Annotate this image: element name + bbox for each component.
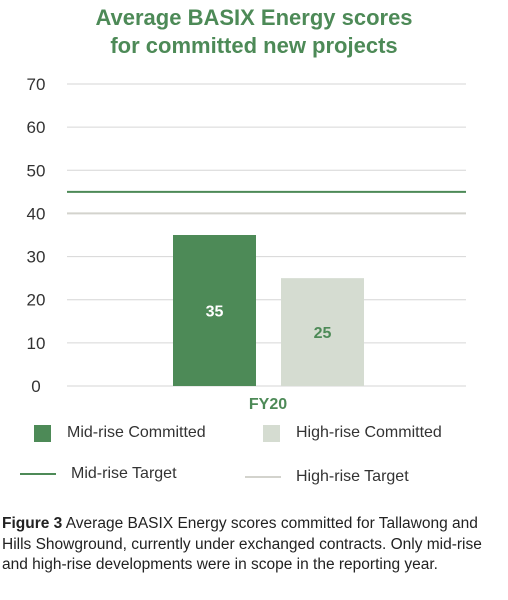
y-tick-label-30: 30 (27, 248, 46, 267)
y-tick-label-10: 10 (27, 334, 46, 353)
legend-item-mid-target: Mid-rise Target (20, 465, 177, 483)
bar-0 (173, 235, 256, 386)
legend-label-high-committed: High-rise Committed (296, 424, 442, 441)
legend-swatch-mid-committed (34, 424, 51, 442)
legend-line-mid-target (20, 473, 56, 475)
y-tick-label-40: 40 (27, 204, 46, 223)
y-tick-label-20: 20 (27, 291, 46, 310)
chart-title: Average BASIX Energy scores for committe… (0, 4, 508, 60)
legend-item-high-target: High-rise Target (245, 468, 409, 486)
legend-swatch-high-committed (263, 424, 280, 442)
x-category-label-0: FY20 (249, 396, 287, 413)
legend-label-mid-target: Mid-rise Target (71, 465, 177, 482)
y-tick-label-60: 60 (27, 118, 46, 137)
chart-title-line2: for committed new projects (110, 33, 398, 58)
caption-text: Average BASIX Energy scores committed fo… (2, 515, 482, 573)
y-tick-label-70: 70 (27, 75, 46, 94)
y-tick-label-0: 0 (31, 377, 40, 396)
legend-item-mid-committed: Mid-rise Committed (34, 424, 206, 442)
legend-label-mid-committed: Mid-rise Committed (67, 424, 206, 441)
figure-caption: Figure 3 Average BASIX Energy scores com… (2, 514, 506, 576)
chart-title-line1: Average BASIX Energy scores (95, 5, 413, 30)
legend-label-high-target: High-rise Target (296, 468, 409, 485)
y-tick-label-50: 50 (27, 161, 46, 180)
bar-1 (281, 278, 364, 386)
caption-label: Figure 3 (2, 515, 63, 532)
bar-chart: 0 10 20 30 40 50 60 70 35 25 FY20 (27, 75, 466, 413)
legend-line-high-target (245, 476, 281, 478)
data-label-0: 35 (206, 304, 224, 321)
legend-item-high-committed: High-rise Committed (263, 424, 442, 442)
data-label-1: 25 (314, 325, 332, 342)
